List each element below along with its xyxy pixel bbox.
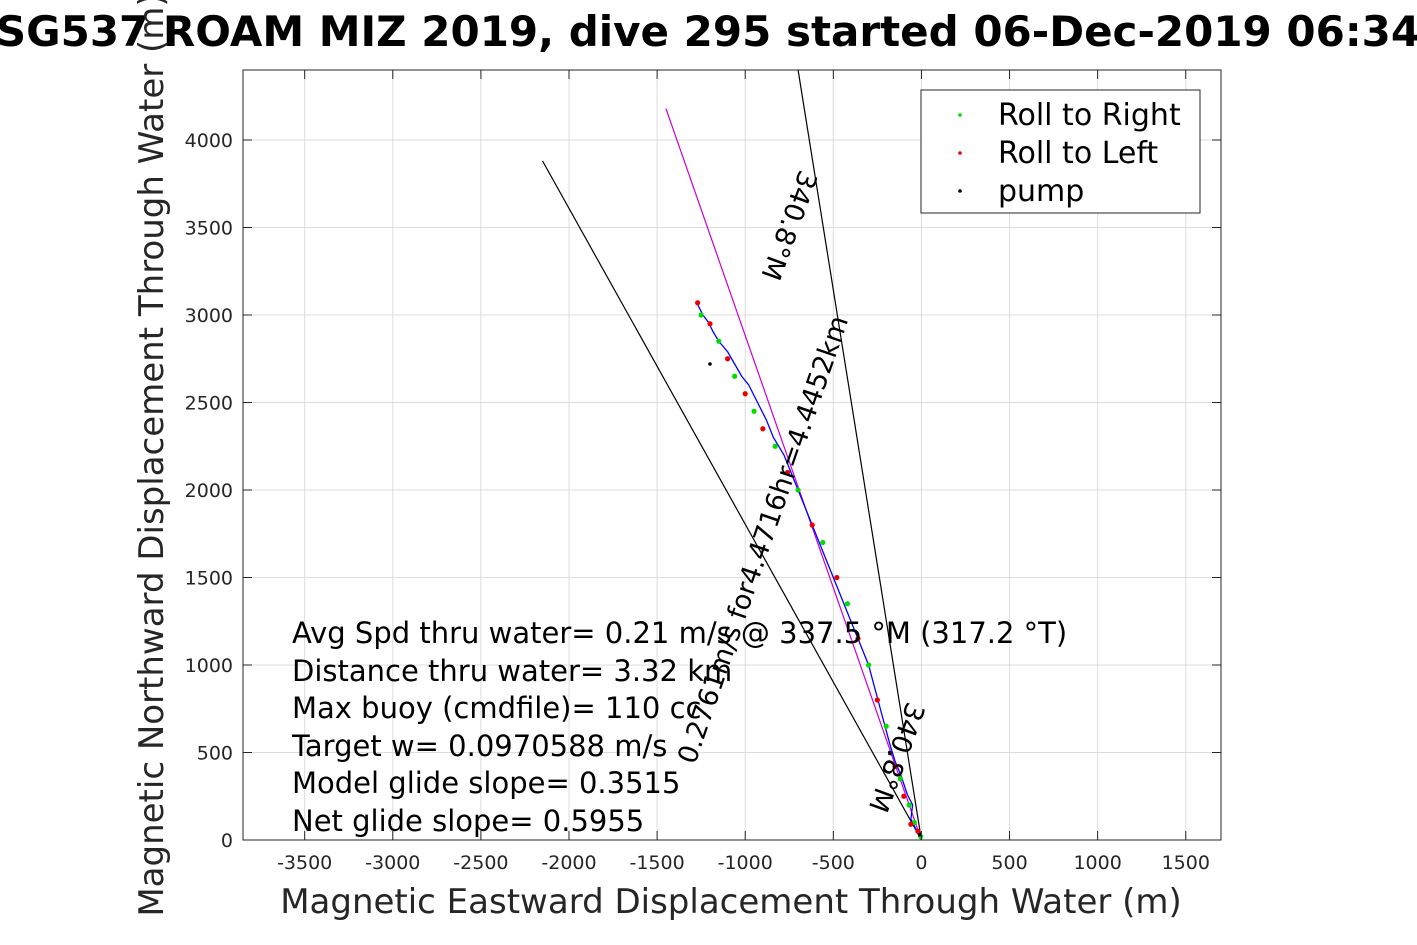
reference-line xyxy=(542,160,922,841)
y-tick-label: 2000 xyxy=(185,480,233,502)
x-tick-label: -3000 xyxy=(365,852,420,874)
x-tick-label: -500 xyxy=(812,852,855,874)
roll-right-point xyxy=(772,443,778,449)
reference-lines xyxy=(542,69,923,841)
x-tick-label: 500 xyxy=(991,852,1027,874)
roll-right-point xyxy=(732,373,738,379)
legend-label-roll-right: Roll to Right xyxy=(998,98,1181,133)
legend-marker-roll-right xyxy=(958,113,962,117)
legend-box xyxy=(920,89,1201,214)
roll-left-point xyxy=(892,763,898,770)
y-tick-label: 1500 xyxy=(185,568,233,590)
roll-left-point xyxy=(724,356,731,362)
y-tick-label: 3000 xyxy=(185,305,233,327)
x-tick-label: 1500 xyxy=(1162,852,1210,874)
x-tick-label: 1000 xyxy=(1073,852,1121,874)
annotation-max-buoy: Max buoy (cmdfile)= 110 cc xyxy=(292,691,701,725)
series-line-track xyxy=(697,304,923,841)
x-axis-ticks: -3500 -3000 -2500 -2000 -1500 -1000 -500 0 500 10… xyxy=(277,70,1210,874)
roll-left-point xyxy=(695,300,701,306)
x-axis-label: Magnetic Eastward Displacement Through W… xyxy=(280,882,1182,922)
legend: Roll to Right Roll to Left pump xyxy=(920,89,1201,214)
line-label: 340.8°M xyxy=(862,698,930,816)
annotation-model-glide: Model glide slope= 0.3515 xyxy=(292,766,680,800)
reference-line xyxy=(797,69,923,841)
x-tick-label: -3500 xyxy=(277,852,332,874)
y-axis-ticks: 0 500 1000 1500 2000 2500 3000 3500 4000 xyxy=(185,130,1221,852)
roll-left-point xyxy=(834,574,840,581)
roll-right-point xyxy=(820,539,826,546)
annotation-block: Avg Spd thru water= 0.21 m/s @ 337.5 °M … xyxy=(291,616,1067,838)
legend-marker-pump xyxy=(958,189,962,193)
x-tick-label: -2500 xyxy=(453,852,508,874)
y-tick-label: 500 xyxy=(197,743,233,765)
x-tick-label: -1000 xyxy=(718,852,773,874)
pump-point xyxy=(917,832,922,837)
roll-left-point xyxy=(809,522,815,528)
roll-right-point xyxy=(716,338,722,344)
line-labels: 0.2761m/s for4.4716hr=4.4452km340.8°M340… xyxy=(672,166,930,816)
marker-points xyxy=(695,300,924,840)
plot-area-frame xyxy=(242,69,1222,841)
legend-label-roll-left: Roll to Left xyxy=(998,136,1158,171)
annotation-avg-speed: Avg Spd thru water= 0.21 m/s @ 337.5 °M … xyxy=(292,616,1067,650)
annotation-target-w: Target w= 0.0970588 m/s xyxy=(291,729,667,763)
roll-left-point xyxy=(742,391,748,397)
roll-left-point xyxy=(784,469,791,476)
roll-right-point xyxy=(883,723,889,729)
roll-right-point xyxy=(698,312,704,318)
pump-point xyxy=(887,750,892,755)
line-label: 340.8°M xyxy=(754,166,822,284)
pump-point xyxy=(708,362,712,366)
x-tick-label: 0 xyxy=(915,852,927,874)
roll-left-point xyxy=(908,821,914,827)
roll-right-point xyxy=(751,408,757,414)
chart-title: SG537 ROAM MIZ 2019, dive 295 started 06… xyxy=(0,7,1417,56)
annotation-distance: Distance thru water= 3.32 km xyxy=(292,654,732,688)
y-axis-label: Magnetic Northward Displacement Through … xyxy=(132,0,172,917)
roll-left-point xyxy=(760,426,766,432)
legend-marker-roll-left xyxy=(958,151,962,155)
reference-line xyxy=(665,108,922,841)
roll-right-point xyxy=(844,601,851,607)
legend-label-pump: pump xyxy=(998,174,1084,209)
y-tick-label: 4000 xyxy=(185,130,233,152)
roll-left-point xyxy=(855,636,861,642)
y-tick-label: 1000 xyxy=(185,655,233,677)
roll-left-point xyxy=(874,697,880,703)
roll-left-point xyxy=(707,321,713,327)
x-tick-label: -2000 xyxy=(541,852,596,874)
y-tick-label: 0 xyxy=(221,830,233,852)
roll-right-point xyxy=(795,487,801,493)
roll-right-point xyxy=(897,776,903,782)
y-tick-label: 2500 xyxy=(185,393,233,415)
x-tick-label: -1500 xyxy=(629,852,684,874)
roll-left-point xyxy=(915,828,921,834)
roll-right-point xyxy=(906,802,912,808)
roll-left-point xyxy=(901,793,907,799)
annotation-net-glide: Net glide slope= 0.5955 xyxy=(292,804,644,838)
y-tick-label: 3500 xyxy=(185,218,233,240)
data-series xyxy=(697,304,923,841)
roll-right-point xyxy=(865,662,872,668)
